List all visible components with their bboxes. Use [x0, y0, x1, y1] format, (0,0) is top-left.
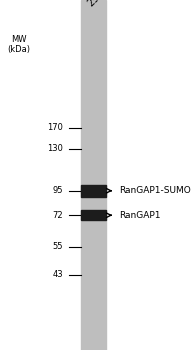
Bar: [81, 185, 106, 197]
Text: RanGAP1: RanGAP1: [119, 211, 161, 220]
Bar: [81, 210, 106, 220]
Bar: [81, 0, 106, 350]
Text: 72: 72: [53, 211, 63, 220]
Text: 55: 55: [53, 242, 63, 251]
Text: MW
(kDa): MW (kDa): [8, 35, 31, 54]
Text: 95: 95: [53, 186, 63, 195]
Text: 43: 43: [53, 270, 63, 279]
Text: 170: 170: [47, 123, 63, 132]
Text: 293T: 293T: [86, 0, 110, 9]
Text: 130: 130: [47, 144, 63, 153]
Text: RanGAP1-SUMO: RanGAP1-SUMO: [119, 186, 191, 195]
